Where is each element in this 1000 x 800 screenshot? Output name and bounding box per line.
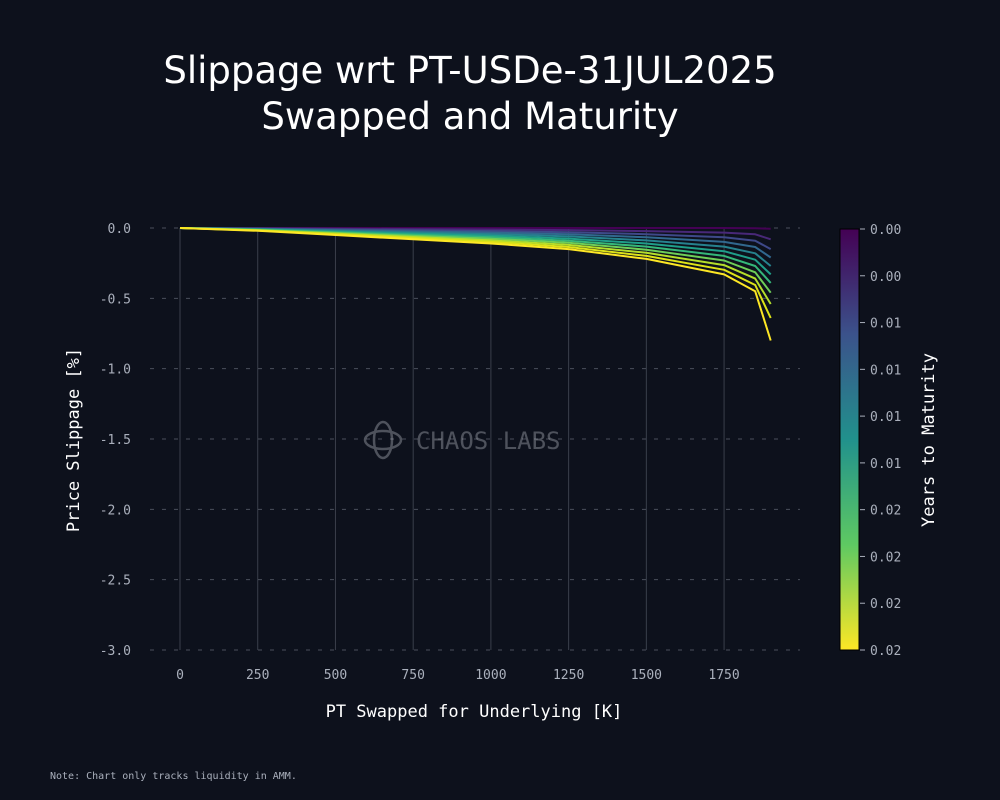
colorbar-tick-label: 0.02 xyxy=(870,597,901,612)
colorbar-tick-label: 0.01 xyxy=(870,363,901,378)
series-line-t7 xyxy=(179,227,772,294)
y-tick-label: -1.0 xyxy=(100,363,131,378)
chaos-labs-logo-icon xyxy=(363,420,403,460)
colorbar-tick-label: 0.01 xyxy=(870,317,901,332)
x-tick-label: 1500 xyxy=(631,668,662,683)
y-axis-label: Price Slippage [%] xyxy=(64,348,84,532)
x-tick-label: 1250 xyxy=(553,668,584,683)
colorbar-tick-label: 0.01 xyxy=(870,410,901,425)
y-tick-label: 0.0 xyxy=(108,222,131,237)
y-tick-label: -1.5 xyxy=(100,433,131,448)
x-axis-label: PT Swapped for Underlying [K] xyxy=(326,702,623,722)
y-tick-label: -0.5 xyxy=(100,292,131,307)
x-tick-label: 0 xyxy=(176,668,184,683)
watermark-text: CHAOS LABS xyxy=(416,427,561,455)
colorbar-label: Years to Maturity xyxy=(919,353,939,527)
x-tick-label: 750 xyxy=(401,668,424,683)
colorbar-tick-label: 0.00 xyxy=(870,223,901,238)
x-tick-label: 1000 xyxy=(475,668,506,683)
title-line-1: Slippage wrt PT-USDe-31JUL2025 xyxy=(163,49,777,92)
y-tick-label: -3.0 xyxy=(100,644,131,659)
series-line-t9 xyxy=(179,227,772,319)
title-line-2: Swapped and Maturity xyxy=(261,95,679,138)
x-tick-label: 1750 xyxy=(708,668,739,683)
y-tick-label: -2.0 xyxy=(100,503,131,518)
colorbar-tick-label: 0.00 xyxy=(870,270,901,285)
chaos-labs-watermark: CHAOS LABS xyxy=(363,420,561,460)
y-tick-label: -2.5 xyxy=(100,574,131,589)
chart-title: Slippage wrt PT-USDe-31JUL2025 Swapped a… xyxy=(0,48,940,140)
series-line-t10 xyxy=(179,227,772,341)
colorbar xyxy=(839,228,860,651)
colorbar-tick-label: 0.02 xyxy=(870,550,901,565)
colorbar-tick-label: 0.02 xyxy=(870,504,901,519)
colorbar-tick-label: 0.02 xyxy=(870,644,901,659)
footnote: Note: Chart only tracks liquidity in AMM… xyxy=(50,771,297,782)
x-tick-label: 500 xyxy=(324,668,347,683)
colorbar-tick-label: 0.01 xyxy=(870,457,901,472)
x-tick-label: 250 xyxy=(246,668,269,683)
